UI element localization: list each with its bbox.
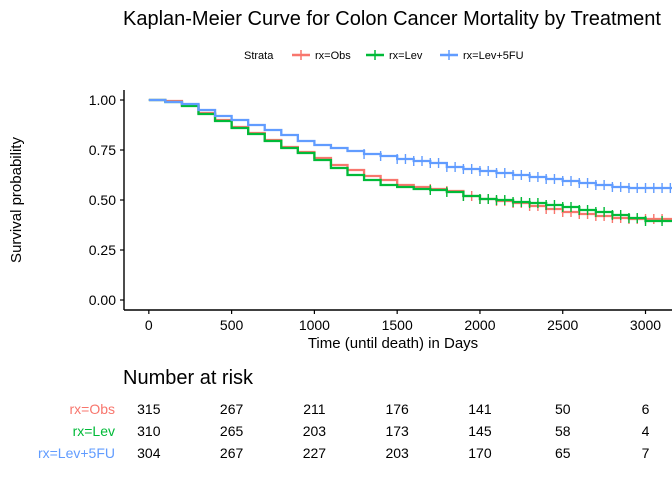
legend-label: rx=Lev (389, 50, 423, 62)
y-axis-label: Survival probability (8, 137, 25, 263)
x-tick-label: 1000 (299, 317, 330, 333)
risk-count: 203 (385, 445, 409, 461)
legend: Strata rx=Obs rx=Lev rx=Lev+5FU (244, 50, 524, 62)
risk-count: 265 (220, 423, 244, 439)
risk-row-label: rx=Lev+5FU (38, 445, 115, 461)
risk-count: 173 (385, 423, 409, 439)
chart-title: Kaplan-Meier Curve for Colon Cancer Mort… (123, 8, 661, 30)
risk-row-label: rx=Obs (69, 401, 115, 417)
risk-count: 170 (468, 445, 492, 461)
risk-count: 176 (385, 401, 409, 417)
curve-rx=Lev (148, 98, 672, 223)
y-tick-label: 0.25 (89, 242, 116, 258)
risk-count: 7 (642, 445, 650, 461)
risk-count: 211 (303, 401, 326, 417)
risk-count: 6 (642, 401, 650, 417)
x-tick-label: 0 (145, 317, 153, 333)
risk-count: 315 (137, 401, 161, 417)
y-tick-label: 0.75 (89, 142, 116, 158)
x-tick-label: 1500 (382, 317, 413, 333)
risk-count: 227 (303, 445, 327, 461)
y-tick-label: 1.00 (89, 92, 116, 108)
risk-count: 58 (555, 423, 571, 439)
risk-count: 304 (137, 445, 161, 461)
legend-item: rx=Lev (366, 50, 423, 62)
risk-count: 65 (555, 445, 571, 461)
x-tick-label: 500 (220, 317, 244, 333)
risk-count: 267 (220, 401, 244, 417)
survival-curves (148, 98, 672, 226)
x-axis-label: Time (until death) in Days (308, 335, 478, 352)
risk-count: 145 (468, 423, 492, 439)
legend-item: rx=Lev+5FU (440, 50, 524, 62)
legend-title: Strata (244, 50, 274, 62)
legend-item: rx=Obs (292, 50, 351, 62)
tick-labels: 0 500 1000 1500 2000 2500 3000 0.00 0.25 0.50 0.75… (89, 92, 662, 333)
axes (120, 90, 672, 314)
risk-count: 4 (642, 423, 650, 439)
y-tick-label: 0.50 (89, 192, 116, 208)
risk-count: 50 (555, 401, 571, 417)
x-tick-label: 3000 (630, 317, 661, 333)
risk-count: 203 (303, 423, 327, 439)
risk-row-label: rx=Lev (73, 423, 115, 439)
curve-rx=Lev+5FU (148, 98, 672, 190)
risk-count: 267 (220, 445, 244, 461)
risk-table-title: Number at risk (123, 367, 254, 389)
legend-label: rx=Lev+5FU (463, 50, 524, 62)
legend-label: rx=Obs (315, 50, 351, 62)
risk-count: 310 (137, 423, 161, 439)
risk-table: rx=Obs 315 267 211 176 141 50 6 rx=Lev 310 265 203 1… (38, 401, 650, 461)
y-tick-label: 0.00 (89, 292, 116, 308)
risk-count: 141 (468, 401, 492, 417)
x-tick-label: 2500 (547, 317, 578, 333)
x-tick-label: 2000 (464, 317, 495, 333)
